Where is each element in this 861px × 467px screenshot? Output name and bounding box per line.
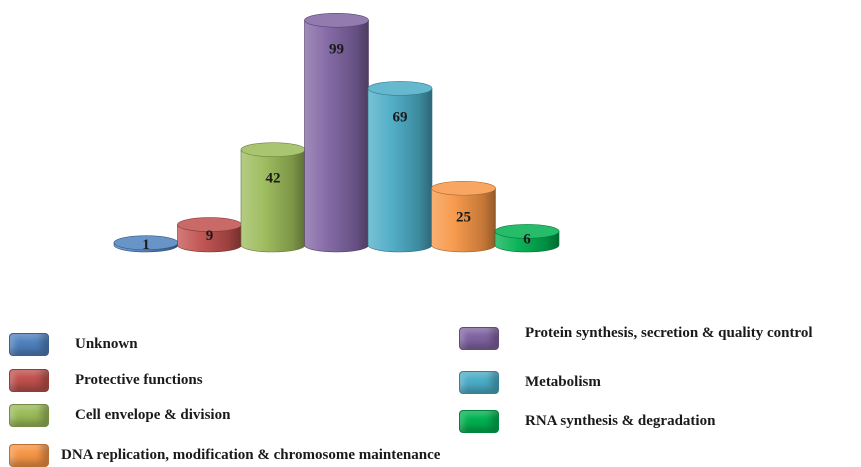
data-label-rna-synthesis-degradation: 6 xyxy=(523,231,531,247)
legend-swatch-unknown xyxy=(9,333,49,356)
data-label-metabolism: 69 xyxy=(393,109,408,125)
legend-label-unknown: Unknown xyxy=(75,336,138,352)
bar-top-protein-synthesis-secretion xyxy=(304,12,369,28)
legend-label-cell-envelope: Cell envelope & division xyxy=(75,407,231,423)
legend-label-protective-functions: Protective functions xyxy=(75,372,203,388)
legend-label-metabolism: Metabolism xyxy=(525,374,601,390)
legend-label-rna-synthesis: RNA synthesis & degradation xyxy=(525,413,716,429)
legend-item-cell-envelope: Cell envelope & division xyxy=(9,404,230,427)
bar-dna-replication-modification: 25 xyxy=(431,180,496,253)
bar-top-cell-envelope-division xyxy=(240,142,306,157)
bar-unknown: 1 xyxy=(113,235,179,253)
legend-swatch-dna-replication xyxy=(9,444,49,467)
bar-body-protein-synthesis-secretion xyxy=(304,19,369,253)
bar-top-dna-replication-modification xyxy=(431,180,496,196)
legend-swatch-metabolism xyxy=(459,371,499,394)
legend-swatch-rna-synthesis xyxy=(459,410,499,433)
bar-rna-synthesis-degradation: 6 xyxy=(494,224,560,253)
legend-swatch-cell-envelope xyxy=(9,404,49,427)
legend-label-dna-replication: DNA replication, modification & chromoso… xyxy=(61,447,441,463)
bar-body-metabolism xyxy=(367,88,433,253)
bar-protective-functions: 9 xyxy=(177,217,242,253)
bar-body-cell-envelope-division xyxy=(240,149,306,253)
data-label-protective-functions: 9 xyxy=(206,228,214,244)
data-label-protein-synthesis-secretion: 99 xyxy=(329,41,344,57)
legend-item-protective-functions: Protective functions xyxy=(9,369,203,392)
data-label-dna-replication-modification: 25 xyxy=(456,209,471,225)
legend-item-metabolism: Metabolism xyxy=(459,371,601,394)
legend-label-protein-synthesis: Protein synthesis, secretion & quality c… xyxy=(525,325,813,341)
legend-item-dna-replication: DNA replication, modification & chromoso… xyxy=(9,444,440,467)
legend-swatch-protective-functions xyxy=(9,369,49,392)
legend-item-unknown: Unknown xyxy=(9,333,138,356)
legend-swatch-protein-synthesis xyxy=(459,327,499,350)
bar-top-rna-synthesis-degradation xyxy=(494,224,560,239)
bar-body-protective-functions xyxy=(177,224,242,253)
data-label-cell-envelope-division: 42 xyxy=(266,171,281,187)
legend-item-protein-synthesis: Protein synthesis, secretion & quality c… xyxy=(459,325,861,350)
bar-metabolism: 69 xyxy=(367,81,433,253)
bar-protein-synthesis-secretion: 99 xyxy=(304,12,369,253)
legend-item-rna-synthesis: RNA synthesis & degradation xyxy=(459,410,715,433)
data-label-unknown: 1 xyxy=(142,237,150,253)
bar-chart: 1 9 42 99 69 25 6 xyxy=(113,12,560,253)
bar-cell-envelope-division: 42 xyxy=(240,142,306,253)
bar-top-metabolism xyxy=(367,81,433,96)
bar-body-dna-replication-modification xyxy=(431,187,496,253)
